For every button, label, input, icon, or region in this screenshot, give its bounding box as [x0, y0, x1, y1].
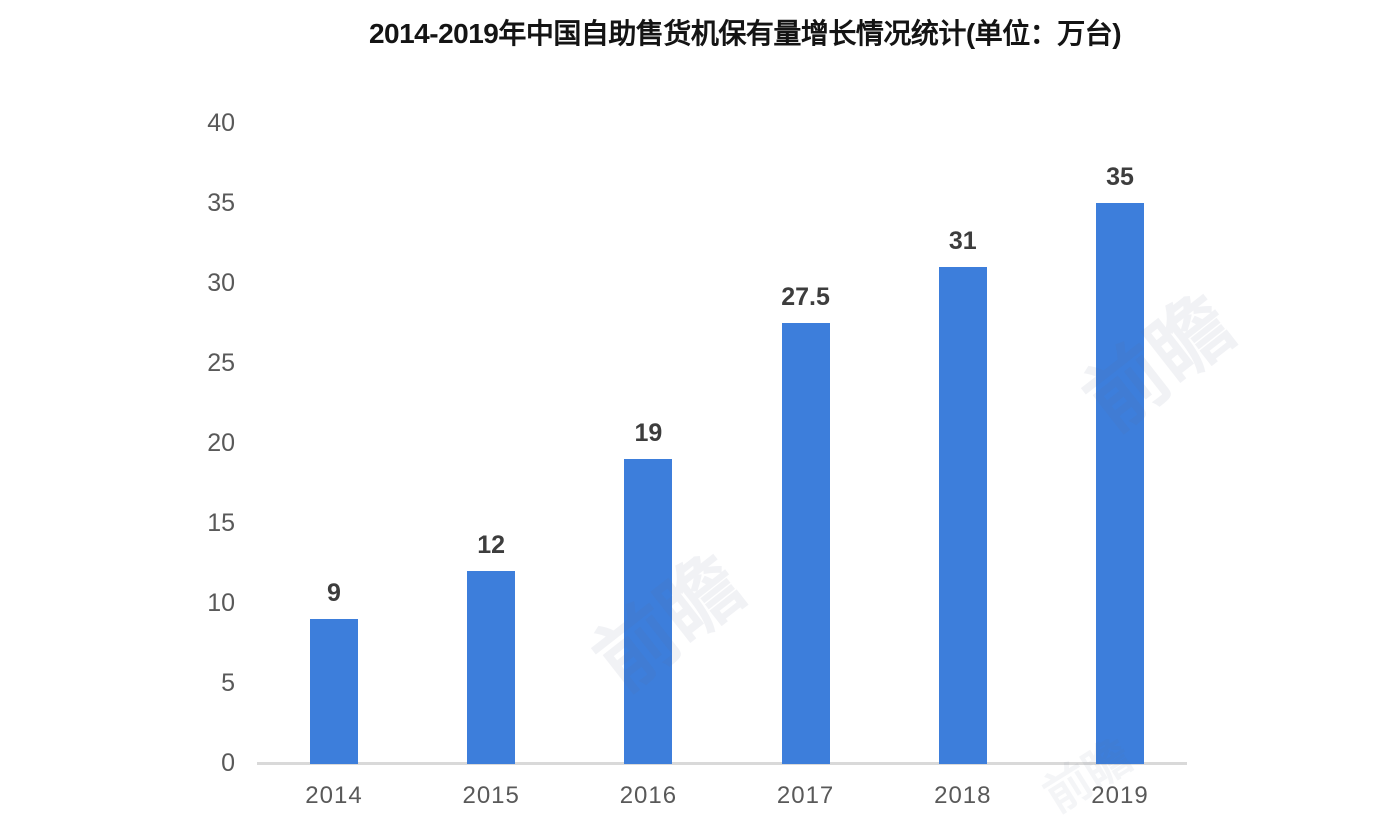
bar-value-label: 12	[477, 531, 506, 559]
watermark: 前瞻	[1068, 278, 1250, 448]
bar	[310, 619, 358, 764]
x-tick-label: 2019	[1091, 782, 1149, 809]
bar-value-label: 35	[1106, 163, 1134, 191]
y-tick-label: 0	[221, 749, 235, 777]
bar	[467, 571, 516, 764]
bar	[938, 267, 987, 764]
bar-value-label: 19	[634, 419, 663, 447]
bar	[1096, 203, 1144, 764]
y-tick-label: 10	[207, 589, 235, 617]
bar-value-label: 27.5	[781, 283, 830, 311]
y-tick-label: 25	[207, 349, 235, 377]
x-tick-label: 2016	[619, 782, 678, 809]
bar-value-label: 31	[948, 227, 977, 255]
x-tick-label: 2014	[305, 782, 363, 809]
y-tick-label: 30	[207, 269, 235, 297]
bar	[781, 323, 830, 764]
y-tick-label: 5	[221, 669, 235, 697]
chart-title: 2014-2019年中国自助售货机保有量增长情况统计(单位：万台)	[368, 18, 1122, 49]
y-tick-label: 40	[207, 109, 235, 137]
x-axis-line	[257, 762, 1187, 765]
y-tick-label: 35	[207, 189, 235, 217]
y-tick-label: 15	[207, 509, 235, 537]
x-tick-label: 2015	[462, 782, 520, 809]
x-tick-label: 2017	[776, 782, 835, 809]
x-tick-label: 2018	[934, 782, 992, 809]
y-tick-label: 20	[207, 429, 235, 457]
bar-value-label: 9	[327, 579, 341, 607]
bar	[624, 459, 673, 764]
